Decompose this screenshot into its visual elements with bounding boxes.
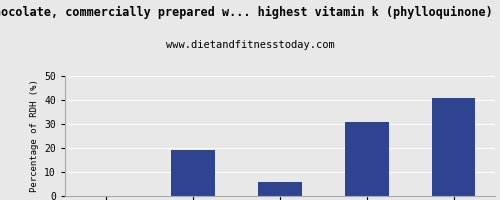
Text: hocolate, commercially prepared w... highest vitamin k (phylloquinone) p: hocolate, commercially prepared w... hig… [0,6,500,19]
Bar [172,150,215,196]
Bar [345,122,389,196]
Bar [432,98,476,196]
Y-axis label: Percentage of RDH (%): Percentage of RDH (%) [30,80,38,192]
Text: www.dietandfitnesstoday.com: www.dietandfitnesstoday.com [166,40,334,50]
Bar [258,182,302,196]
